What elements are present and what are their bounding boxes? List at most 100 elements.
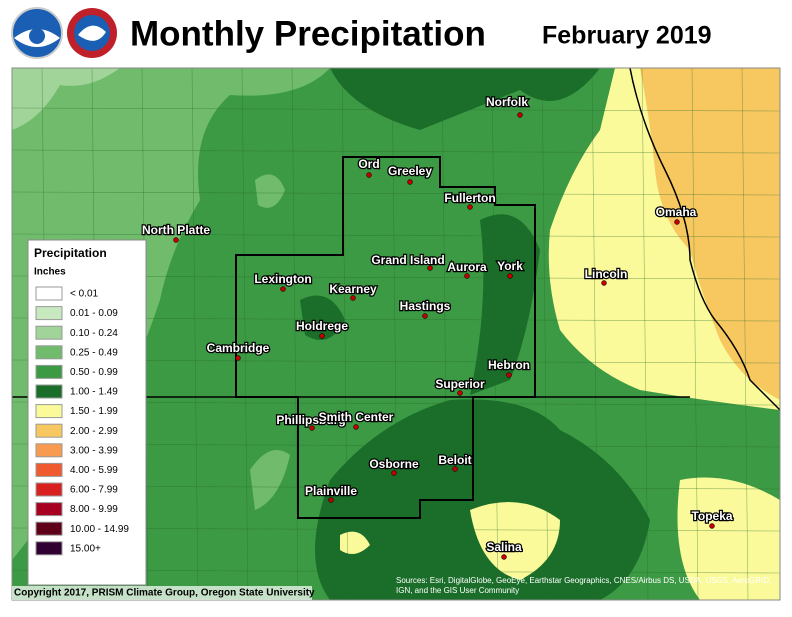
legend-swatch	[35, 404, 63, 419]
city-label: Cambridge	[207, 341, 270, 355]
city-dot	[235, 355, 241, 361]
city-label: Lincoln	[585, 267, 628, 281]
legend-units: Inches	[34, 267, 66, 278]
legend-swatch	[35, 541, 63, 556]
city-dot	[457, 390, 463, 396]
city-label: Lexington	[254, 272, 311, 286]
county-line	[441, 68, 449, 600]
county-line	[12, 233, 780, 238]
county-line	[691, 68, 699, 600]
legend-label: 2.00 - 2.99	[70, 426, 118, 437]
copyright: Copyright 2017, PRISM Climate Group, Ore…	[14, 588, 315, 599]
date: February 2019	[542, 22, 712, 50]
legend-swatch	[35, 423, 63, 438]
title: Monthly Precipitation	[130, 14, 486, 53]
sources-box: Sources: Esri, DigitalGlobe, GeoEye, Ear…	[396, 576, 772, 595]
legend-label: 8.00 - 9.99	[70, 504, 118, 515]
city-label: Kearney	[329, 282, 377, 296]
legend-label: 0.25 - 0.49	[70, 347, 118, 358]
county-line	[591, 68, 599, 600]
city-label: Salina	[486, 540, 522, 554]
city-label: York	[497, 259, 523, 273]
city-label: Ord	[358, 157, 379, 171]
city-dot	[464, 273, 470, 279]
legend-label: 3.00 - 3.99	[70, 445, 118, 456]
city-dot	[467, 204, 473, 210]
legend-label: 1.00 - 1.49	[70, 387, 118, 398]
county-line	[12, 107, 780, 112]
legend-swatch	[35, 325, 63, 340]
city-dot	[674, 219, 680, 225]
legend-swatch	[35, 521, 63, 536]
city-label: Omaha	[656, 205, 697, 219]
city-dot	[407, 179, 413, 185]
legend-label: 0.10 - 0.24	[70, 328, 118, 339]
county-line	[12, 149, 780, 154]
city-dot	[452, 466, 458, 472]
city-dot	[280, 286, 286, 292]
legend-swatch	[35, 345, 63, 360]
city-label: Aurora	[447, 260, 487, 274]
city-label: Phillipsburg	[276, 413, 345, 427]
city-dot	[309, 425, 315, 431]
city-dot	[391, 470, 397, 476]
nws-logo	[67, 8, 117, 58]
city-dot	[601, 280, 607, 286]
county-line	[541, 68, 549, 600]
county-line	[191, 68, 199, 600]
city-dot	[517, 112, 523, 118]
city-dot	[507, 273, 513, 279]
city-label: Plainville	[305, 484, 357, 498]
city-label: Hebron	[488, 358, 530, 372]
county-line	[741, 68, 749, 600]
city-dot	[328, 497, 334, 503]
legend-label: 10.00 - 14.99	[70, 524, 129, 535]
legend-swatch	[35, 364, 63, 379]
city-dot	[427, 265, 433, 271]
legend-swatch	[35, 306, 63, 321]
legend-swatch	[35, 443, 63, 458]
legend-label: 15.00+	[70, 543, 101, 554]
noaa-logo	[11, 7, 63, 59]
cities: Norfolk Ord Greeley Fullerton North Platte Om…	[141, 94, 734, 560]
city-dot	[501, 554, 507, 560]
county-line	[241, 68, 249, 600]
legend: Precipitation Inches < 0.01 0.01 - 0.09 0.…	[27, 239, 147, 586]
city-dot	[350, 295, 356, 301]
city-dot	[422, 313, 428, 319]
legend-swatch	[35, 502, 63, 517]
copyright-bg	[12, 586, 312, 600]
county-line	[491, 68, 499, 600]
legend-title: Precipitation	[34, 246, 107, 260]
legend-swatch	[35, 462, 63, 477]
city-dot	[506, 372, 512, 378]
city-label: Norfolk	[486, 95, 528, 109]
city-label: Fullerton	[444, 191, 495, 205]
city-dot	[319, 333, 325, 339]
city-dot	[173, 237, 179, 243]
city-label: Superior	[435, 377, 485, 391]
legend-swatch	[35, 286, 63, 301]
legend-label: 1.50 - 1.99	[70, 406, 118, 417]
legend-label: < 0.01	[70, 289, 99, 300]
legend-label: 4.00 - 5.99	[70, 465, 118, 476]
city-dot	[709, 523, 715, 529]
legend-label: 0.50 - 0.99	[70, 367, 118, 378]
legend-label: 6.00 - 7.99	[70, 485, 118, 496]
legend-swatch	[35, 482, 63, 497]
county-line	[12, 191, 780, 196]
city-label: Grand Island	[371, 253, 444, 267]
sources: Sources: Esri, DigitalGlobe, GeoEye, Ear…	[396, 576, 772, 595]
city-label: Smith Center	[319, 410, 394, 424]
city-label: Holdrege	[296, 319, 348, 333]
city-label: Hastings	[400, 299, 451, 313]
city-label: Greeley	[388, 164, 432, 178]
city-dot	[366, 172, 372, 178]
city-dot	[353, 424, 359, 430]
city-label: Topeka	[691, 509, 732, 523]
legend-swatch	[35, 384, 63, 399]
legend-label: 0.01 - 0.09	[70, 308, 118, 319]
city-label: Osborne	[369, 457, 419, 471]
county-line	[641, 68, 649, 600]
